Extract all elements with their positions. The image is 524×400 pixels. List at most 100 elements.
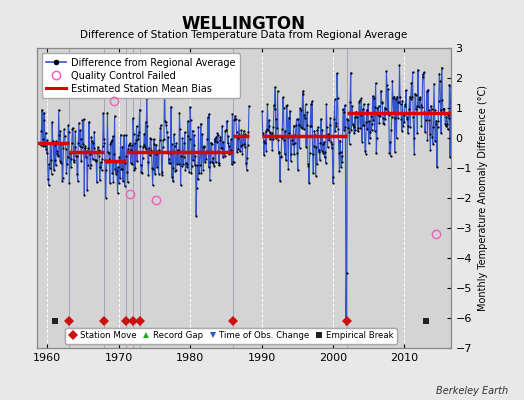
Point xyxy=(273,125,281,131)
Point xyxy=(336,137,344,144)
Point xyxy=(86,162,95,168)
Point xyxy=(117,166,125,172)
Point xyxy=(279,104,288,111)
Point xyxy=(121,182,129,189)
Point xyxy=(300,126,308,132)
Point xyxy=(368,93,377,99)
Point xyxy=(357,111,365,118)
Point xyxy=(93,179,101,186)
Point xyxy=(209,155,217,161)
Point xyxy=(377,99,386,105)
Point xyxy=(223,118,231,124)
Point xyxy=(138,155,147,162)
Point xyxy=(343,115,351,122)
Point xyxy=(82,148,91,154)
Point xyxy=(140,130,148,137)
Point xyxy=(388,113,396,120)
Point xyxy=(321,149,330,155)
Point xyxy=(179,160,187,167)
Point xyxy=(421,128,429,135)
Point xyxy=(401,102,409,109)
Point xyxy=(438,97,446,103)
Point xyxy=(47,171,56,178)
Point xyxy=(96,164,104,170)
Point xyxy=(347,127,355,133)
Point xyxy=(430,107,439,114)
Point xyxy=(432,121,440,128)
Point xyxy=(331,128,340,135)
Point xyxy=(91,157,99,164)
Point xyxy=(397,101,405,107)
Point xyxy=(258,108,266,115)
Point xyxy=(372,150,380,156)
Point xyxy=(214,160,223,167)
Point xyxy=(38,136,47,142)
Point xyxy=(418,104,427,110)
Point xyxy=(73,171,81,178)
Point xyxy=(87,134,95,140)
Point xyxy=(448,124,456,131)
Point xyxy=(403,130,412,136)
Point xyxy=(422,110,430,116)
Point xyxy=(298,90,307,97)
Point xyxy=(159,144,167,150)
Point xyxy=(397,116,406,122)
Point xyxy=(439,109,447,115)
Point xyxy=(337,153,346,159)
Point xyxy=(62,145,70,152)
Point xyxy=(210,135,219,142)
Point xyxy=(164,134,172,140)
Point xyxy=(410,150,419,157)
Point xyxy=(394,99,402,105)
Point xyxy=(204,114,212,120)
Point xyxy=(313,161,321,167)
Point xyxy=(151,150,160,157)
Point xyxy=(371,104,379,110)
Point xyxy=(375,103,383,109)
Point xyxy=(438,64,446,71)
Point xyxy=(402,114,411,120)
Point xyxy=(288,132,297,139)
Point xyxy=(282,103,291,109)
Point xyxy=(302,122,311,128)
Point xyxy=(324,134,333,141)
Point xyxy=(275,150,283,156)
Point xyxy=(447,82,455,89)
Point xyxy=(108,133,117,140)
Point xyxy=(155,170,163,177)
Point xyxy=(135,106,144,113)
Point xyxy=(334,126,342,132)
Point xyxy=(150,136,158,142)
Point xyxy=(123,168,132,175)
Point xyxy=(425,117,433,123)
Point xyxy=(242,160,250,167)
Point xyxy=(424,86,432,93)
Point xyxy=(113,168,121,174)
Point xyxy=(124,146,133,152)
Point xyxy=(344,117,353,124)
Point xyxy=(367,113,375,120)
Point xyxy=(428,106,436,113)
Point xyxy=(236,148,244,155)
Point xyxy=(442,113,451,120)
Point xyxy=(60,126,68,132)
Point xyxy=(115,154,124,160)
Point xyxy=(322,101,331,107)
Point xyxy=(225,142,234,149)
Point xyxy=(291,132,300,138)
Point xyxy=(104,149,112,156)
Point xyxy=(121,160,129,166)
Point xyxy=(223,140,232,147)
Point xyxy=(277,153,286,159)
Point xyxy=(239,128,248,134)
Point xyxy=(75,120,83,126)
Point xyxy=(440,105,449,112)
Point xyxy=(314,148,323,155)
Point xyxy=(160,136,168,142)
Point xyxy=(436,107,445,113)
Point xyxy=(353,114,362,120)
Point xyxy=(133,123,141,129)
Point xyxy=(342,321,350,327)
Point xyxy=(364,101,372,108)
Point xyxy=(175,110,183,116)
